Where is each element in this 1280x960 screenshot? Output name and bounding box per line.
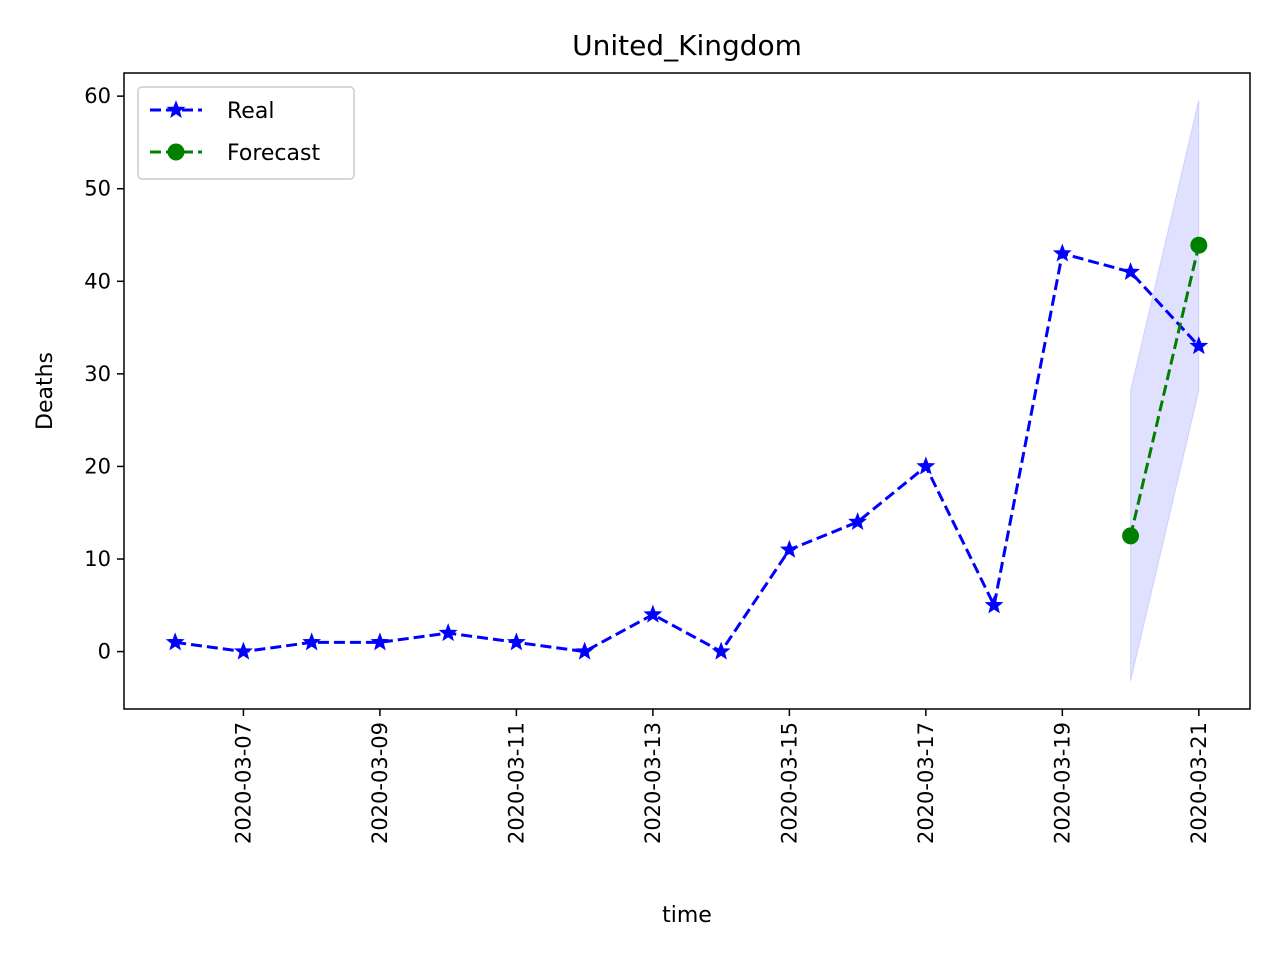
y-tick-label: 30 — [84, 362, 111, 386]
data-point-real — [1121, 262, 1141, 281]
x-axis-label: time — [662, 903, 712, 928]
data-point-real — [916, 456, 936, 475]
x-tick-label: 2020-03-07 — [231, 722, 255, 844]
data-point-real — [848, 512, 868, 531]
plot-area — [165, 99, 1209, 682]
series-line-forecast — [1129, 244, 1201, 537]
legend-label: Forecast — [227, 141, 320, 166]
y-tick-label: 10 — [84, 547, 111, 571]
x-tick-label: 2020-03-09 — [368, 722, 392, 844]
legend-item-forecast: Forecast — [150, 141, 320, 166]
legend: Real Forecast — [137, 86, 355, 180]
data-point-real — [438, 623, 458, 642]
series-forecast — [1122, 236, 1208, 545]
y-tick-label: 40 — [84, 269, 111, 293]
data-point-real — [302, 632, 322, 651]
series-real — [165, 243, 1209, 660]
data-point-real — [506, 632, 526, 651]
data-point-forecast — [1190, 236, 1208, 254]
chart-title: United_Kingdom — [572, 29, 802, 62]
data-point-real — [779, 539, 799, 558]
data-point-real — [233, 641, 253, 660]
x-tick-label: 2020-03-15 — [777, 722, 801, 844]
x-tick-label: 2020-03-11 — [504, 722, 528, 844]
data-point-real — [1052, 243, 1072, 262]
series-line-real — [174, 251, 1200, 654]
data-point-real — [984, 595, 1004, 614]
y-axis: 0 10 20 30 40 50 60 — [84, 84, 124, 664]
x-tick-label: 2020-03-21 — [1187, 722, 1211, 844]
y-axis-label: Deaths — [33, 352, 58, 430]
legend-label: Real — [227, 99, 274, 124]
x-tick-label: 2020-03-13 — [641, 722, 665, 844]
data-point-real — [575, 641, 595, 660]
y-tick-label: 50 — [84, 177, 111, 201]
y-tick-label: 20 — [84, 454, 111, 478]
data-point-real — [643, 604, 663, 623]
axes-frame — [123, 72, 1251, 710]
data-point-real — [165, 632, 185, 651]
data-point-real — [370, 632, 390, 651]
x-tick-label: 2020-03-19 — [1050, 722, 1074, 844]
x-axis: 2020-03-07 2020-03-09 2020-03-11 2020-03-13… — [231, 709, 1211, 844]
data-point-real — [711, 641, 731, 660]
data-point-real — [1189, 336, 1209, 355]
data-point-forecast — [1122, 527, 1140, 545]
legend-swatch-marker — [167, 143, 185, 161]
x-tick-label: 2020-03-17 — [914, 722, 938, 844]
y-tick-label: 0 — [98, 640, 111, 664]
legend-swatch-marker — [166, 100, 186, 119]
y-tick-label: 60 — [84, 84, 111, 108]
legend-item-real: Real — [150, 99, 274, 124]
